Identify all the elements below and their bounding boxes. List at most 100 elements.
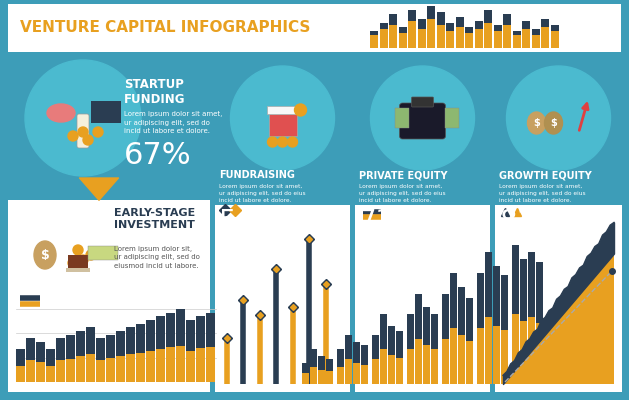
FancyBboxPatch shape <box>8 200 210 392</box>
Bar <box>522 29 530 48</box>
FancyBboxPatch shape <box>77 114 89 148</box>
Bar <box>450 273 457 328</box>
Bar <box>532 29 540 48</box>
Text: Lorem ipsum dolor sit,
ur adipiscing elit, sed do
eiusmod incid ut labore.: Lorem ipsum dolor sit, ur adipiscing eli… <box>114 246 200 269</box>
Bar <box>408 10 416 48</box>
Ellipse shape <box>545 112 562 134</box>
Text: STARTUP
FUNDING: STARTUP FUNDING <box>124 78 186 106</box>
Bar <box>485 252 492 317</box>
Circle shape <box>287 137 298 147</box>
Bar <box>446 23 454 48</box>
Bar <box>389 25 397 48</box>
Bar <box>146 351 155 382</box>
Bar <box>399 33 406 48</box>
Bar <box>388 355 395 384</box>
FancyBboxPatch shape <box>399 103 445 139</box>
Bar <box>380 314 387 349</box>
Bar <box>353 342 360 363</box>
Text: GROWTH EQUITY: GROWTH EQUITY <box>499 170 592 180</box>
FancyBboxPatch shape <box>394 108 408 128</box>
FancyBboxPatch shape <box>68 255 88 270</box>
Bar <box>56 338 65 382</box>
Bar <box>66 359 75 382</box>
FancyBboxPatch shape <box>66 268 90 272</box>
Text: $: $ <box>550 118 557 128</box>
FancyBboxPatch shape <box>8 56 210 200</box>
Circle shape <box>86 250 96 260</box>
Bar <box>126 327 135 382</box>
Bar <box>86 327 95 382</box>
Bar <box>458 335 465 384</box>
Bar <box>466 298 473 341</box>
Circle shape <box>277 137 287 147</box>
Text: Lorem ipsum dolor sit amet,
ur adipiscing elit, sed do eius
incid ut labore et d: Lorem ipsum dolor sit amet, ur adipiscin… <box>359 184 445 203</box>
FancyArrowPatch shape <box>79 178 118 200</box>
Bar <box>26 338 35 382</box>
Text: PRIVATE EQUITY: PRIVATE EQUITY <box>359 170 447 180</box>
Bar <box>156 316 165 382</box>
Circle shape <box>68 258 78 268</box>
Bar <box>474 21 482 48</box>
Bar <box>418 29 425 48</box>
Bar <box>361 345 368 364</box>
Bar <box>326 359 333 372</box>
Bar <box>520 321 527 384</box>
Bar <box>302 373 309 384</box>
FancyBboxPatch shape <box>495 56 622 200</box>
Circle shape <box>370 66 474 170</box>
Bar <box>399 27 406 48</box>
Bar <box>146 320 155 382</box>
Bar <box>196 316 205 382</box>
Circle shape <box>83 135 93 145</box>
Bar <box>536 262 543 323</box>
Bar <box>484 23 492 48</box>
Bar <box>196 348 205 382</box>
Bar <box>176 346 185 382</box>
Text: 54%: 54% <box>219 208 281 236</box>
Bar <box>503 14 511 48</box>
Circle shape <box>73 245 83 255</box>
Circle shape <box>78 127 88 137</box>
Bar <box>372 335 379 359</box>
Bar <box>379 29 387 48</box>
Bar <box>450 328 457 384</box>
Text: EARLY-STAGE
INVESTMENT: EARLY-STAGE INVESTMENT <box>114 208 195 230</box>
Bar <box>302 363 309 373</box>
Bar <box>541 18 549 48</box>
Text: $: $ <box>41 248 49 262</box>
Bar <box>494 31 501 48</box>
Bar <box>345 335 352 359</box>
Bar <box>423 345 430 384</box>
Bar <box>389 14 397 48</box>
Bar <box>520 259 527 321</box>
Bar <box>415 294 422 340</box>
Bar <box>550 25 559 48</box>
Circle shape <box>68 131 78 141</box>
Bar <box>116 356 125 382</box>
Polygon shape <box>503 254 614 384</box>
Bar <box>442 340 449 384</box>
Bar <box>370 31 378 48</box>
Bar <box>136 353 145 382</box>
Bar <box>494 25 501 48</box>
Bar <box>407 349 414 384</box>
Bar <box>337 367 344 384</box>
Ellipse shape <box>34 241 56 269</box>
Bar <box>318 356 325 370</box>
Text: VENTURE CAPITAL INFOGRAPHICS: VENTURE CAPITAL INFOGRAPHICS <box>20 20 310 36</box>
Bar <box>370 35 378 48</box>
Bar <box>16 366 25 382</box>
Text: 81%: 81% <box>499 208 560 236</box>
Bar <box>176 309 185 382</box>
FancyBboxPatch shape <box>411 97 433 107</box>
Text: 67%: 67% <box>124 141 192 170</box>
FancyBboxPatch shape <box>215 56 350 200</box>
Circle shape <box>25 60 141 176</box>
Bar <box>66 334 75 382</box>
Bar <box>116 331 125 382</box>
Bar <box>36 362 45 382</box>
Bar <box>166 347 175 382</box>
FancyBboxPatch shape <box>215 205 350 392</box>
Bar <box>528 252 535 317</box>
Bar <box>423 308 430 345</box>
